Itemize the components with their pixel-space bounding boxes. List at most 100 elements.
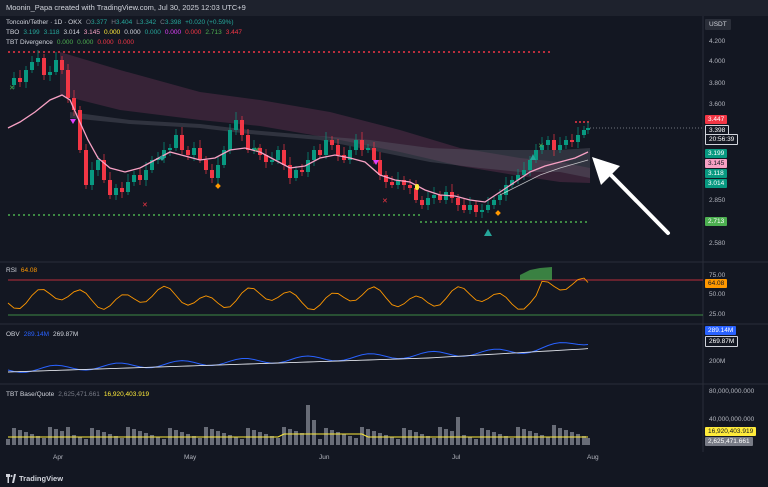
- up-triangle-signal: [484, 229, 492, 236]
- volume-bar: [354, 438, 358, 445]
- chart-canvas: ✕ ✕ ✕ ✕ ✕: [0, 16, 768, 452]
- candle-body: [54, 60, 58, 72]
- candle-body: [210, 170, 214, 178]
- volume-ma-tag: 16,920,403.919: [705, 427, 757, 436]
- candle-body: [486, 205, 490, 210]
- candle-body: [270, 160, 274, 162]
- brand-name: TradingView: [19, 474, 64, 483]
- tbo-v4: 3.145: [83, 29, 101, 36]
- candle-body: [90, 170, 94, 185]
- volume-label[interactable]: TBT Base/Quote: [6, 391, 55, 398]
- chart-area[interactable]: ✕ ✕ ✕ ✕ ✕ Ton: [0, 16, 768, 473]
- volume-bar: [426, 436, 430, 445]
- yellow-marker: [415, 184, 419, 190]
- candle-body: [378, 160, 382, 175]
- volume-bar: [432, 438, 436, 445]
- symbol-legend[interactable]: Toncoin/Tether · 1D · OKX O3.377 H3.404 L3.…: [6, 18, 238, 27]
- volume-bar: [318, 439, 322, 445]
- candle-body: [586, 128, 590, 130]
- price-tick: 3.600: [709, 101, 726, 108]
- candle-body: [480, 210, 484, 212]
- candle-body: [420, 200, 424, 205]
- candle-body: [36, 58, 40, 62]
- ohlc-h-label: H: [111, 19, 116, 26]
- candle-body: [246, 135, 250, 150]
- volume-tick: 80,000,000.000: [709, 388, 755, 395]
- candle-body: [426, 198, 430, 205]
- divergence-legend[interactable]: TBT Divergence 0.000 0.000 0.000 0.000: [6, 38, 138, 47]
- candle-body: [540, 145, 544, 150]
- candle-body: [204, 160, 208, 170]
- volume-bar: [114, 436, 118, 445]
- volume-bar: [270, 436, 274, 445]
- volume-bar: [84, 439, 88, 445]
- volume-bar: [228, 435, 232, 445]
- obv-ma-line: [7, 348, 589, 373]
- candle-body: [216, 165, 220, 178]
- volume-bar: [546, 437, 550, 445]
- volume-bar: [372, 431, 376, 445]
- tbo-v7: 0.000: [144, 29, 161, 36]
- candle-body: [558, 145, 562, 150]
- tbo-legend[interactable]: TBO 3.199 3.118 3.014 3.145 0.000 0.000 0.000 0.…: [6, 28, 246, 37]
- obv-ma-tag: 269.87M: [705, 336, 739, 347]
- candle-body: [30, 62, 34, 70]
- price-tick: 4.000: [709, 58, 726, 65]
- volume-bar: [276, 438, 280, 445]
- buy-x-marker: ✕: [9, 85, 15, 92]
- tbo-label[interactable]: TBO: [6, 29, 20, 36]
- tbo-v2: 3.118: [43, 29, 60, 36]
- volume-legend[interactable]: TBT Base/Quote 2,625,471.661 16,920,403.91…: [6, 390, 153, 399]
- candlestick-series: [12, 50, 590, 218]
- divergence-label[interactable]: TBT Divergence: [6, 39, 53, 46]
- candle-body: [324, 140, 328, 155]
- candle-body: [534, 150, 538, 160]
- volume-bar: [72, 435, 76, 445]
- volume-bar: [30, 434, 34, 445]
- candle-body: [222, 150, 226, 165]
- tbo-v10: 2.713: [205, 29, 222, 36]
- ohlc-close: 3.398: [164, 19, 182, 26]
- obv-label[interactable]: OBV: [6, 331, 20, 338]
- annotation-arrow: [592, 157, 670, 235]
- volume-bar: [396, 439, 400, 445]
- candle-body: [162, 150, 166, 158]
- rsi-line: [7, 277, 589, 311]
- volume-bar: [534, 433, 538, 445]
- candle-body: [402, 180, 406, 185]
- price-tag-high: 3.447: [705, 115, 728, 124]
- volume-bar: [78, 437, 82, 445]
- rsi-legend[interactable]: RSI 64.08: [6, 266, 41, 275]
- volume-bar: [186, 434, 190, 445]
- candle-body: [228, 130, 232, 150]
- tbo-fast-line: [7, 94, 589, 203]
- tradingview-logo-icon: [6, 474, 16, 483]
- candle-body: [78, 110, 82, 150]
- volume-bar: [60, 431, 64, 445]
- tbo-cloud-gray: [70, 112, 590, 178]
- tbo-v3: 3.014: [63, 29, 80, 36]
- candle-body: [186, 150, 190, 155]
- rsi-overbought-fill: [520, 267, 552, 280]
- candle-body: [504, 185, 508, 195]
- volume-bar: [528, 431, 532, 445]
- symbol-name[interactable]: Toncoin/Tether · 1D · OKX: [6, 19, 82, 26]
- candle-body: [252, 148, 256, 150]
- candle-body: [306, 160, 310, 172]
- buy-x-marker-3: ✕: [538, 143, 544, 150]
- ohlc-change: +0.020 (+0.59%): [185, 19, 234, 26]
- div-v4: 0.000: [117, 39, 134, 46]
- obv-legend[interactable]: OBV 289.14M 269.87M: [6, 330, 82, 339]
- volume-bar: [540, 435, 544, 445]
- rsi-label[interactable]: RSI: [6, 267, 17, 274]
- ohlc-l-label: L: [136, 19, 140, 26]
- candle-body: [360, 140, 364, 150]
- currency-badge[interactable]: USDT: [705, 19, 731, 30]
- candle-body: [12, 78, 16, 85]
- candle-body: [438, 195, 442, 200]
- volume-bar: [582, 436, 586, 445]
- volume-bar: [294, 431, 298, 445]
- candle-body: [300, 170, 304, 172]
- candle-body: [18, 78, 22, 82]
- volume-bar: [36, 436, 40, 445]
